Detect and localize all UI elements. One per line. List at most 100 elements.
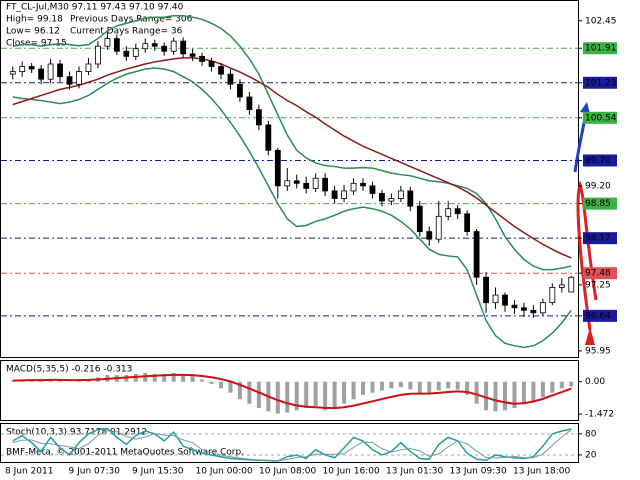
candle-body bbox=[558, 284, 565, 288]
macd-bar bbox=[493, 381, 498, 412]
y-tick-label: 101.91 bbox=[585, 44, 617, 54]
macd-bar bbox=[247, 381, 252, 404]
macd-bar bbox=[162, 373, 167, 382]
level-label-box bbox=[583, 42, 617, 55]
macd-bar bbox=[361, 381, 365, 395]
candle-body bbox=[568, 276, 575, 293]
stoch-panel-frame bbox=[0, 423, 579, 463]
candle-body bbox=[85, 63, 92, 72]
macd-bar bbox=[408, 381, 413, 390]
candle-body bbox=[539, 302, 546, 314]
candle-body bbox=[95, 45, 101, 65]
candle-body bbox=[47, 63, 54, 80]
candle-body bbox=[322, 177, 329, 192]
candle-body bbox=[189, 53, 196, 57]
candle-body bbox=[549, 287, 556, 304]
level-label-box bbox=[583, 111, 617, 124]
x-tick-label: 13 Jun 18:00 bbox=[513, 467, 570, 477]
overlay-line bbox=[12, 57, 572, 259]
macd-bar bbox=[427, 381, 432, 394]
macd-bar bbox=[521, 381, 526, 404]
candle-body bbox=[151, 43, 158, 47]
macd-bar bbox=[540, 381, 545, 398]
info-text: High= 99.18 bbox=[6, 15, 63, 25]
macd-bar bbox=[256, 381, 261, 409]
macd-bar bbox=[398, 381, 403, 388]
macd-bar bbox=[190, 376, 195, 382]
info-text: Close= 97.15 bbox=[6, 39, 67, 49]
macd-bar bbox=[559, 381, 564, 389]
candle-body bbox=[113, 38, 120, 52]
macd-bar bbox=[436, 381, 441, 391]
x-tick-label: 10 Jun 16:00 bbox=[323, 467, 380, 477]
macd-bar bbox=[58, 380, 63, 382]
info-text: Previous Days Range= 306 bbox=[70, 15, 193, 25]
y-tick-label: 99.20 bbox=[585, 181, 611, 191]
x-tick-label: 9 Jun 07:30 bbox=[69, 467, 121, 477]
y-tick-label: 97.48 bbox=[585, 269, 611, 279]
candle-body bbox=[360, 182, 366, 187]
blue-arrowhead bbox=[580, 102, 590, 114]
candle-body bbox=[38, 68, 45, 80]
candle-body bbox=[331, 190, 338, 199]
candle-body bbox=[303, 182, 310, 189]
y-tick-label: 100.54 bbox=[585, 113, 617, 123]
candle-body bbox=[255, 109, 262, 126]
macd-bar bbox=[474, 381, 479, 404]
candle-body bbox=[369, 185, 376, 194]
macd-bar bbox=[332, 381, 337, 409]
x-tick-label: 13 Jun 09:30 bbox=[450, 467, 507, 477]
candle-body bbox=[483, 276, 489, 304]
macd-bar bbox=[304, 381, 309, 409]
macd-bar bbox=[465, 381, 470, 395]
stoch-title: Stoch(10,3,3) 93.7178 91.2912 bbox=[6, 428, 147, 438]
candle-body bbox=[237, 83, 243, 98]
candle-body bbox=[426, 231, 433, 240]
macd-bar bbox=[143, 372, 148, 382]
candle-body bbox=[530, 309, 537, 314]
x-tick-label: 9 Jun 15:30 bbox=[132, 467, 184, 477]
main-panel-frame bbox=[0, 0, 579, 358]
macd-bar bbox=[531, 381, 536, 402]
macd-bar bbox=[209, 381, 214, 384]
candle-body bbox=[454, 208, 461, 215]
candle-body bbox=[445, 208, 452, 217]
macd-bar bbox=[219, 381, 223, 389]
candle-body bbox=[341, 190, 347, 199]
info-text: Current Days Range= 36 bbox=[70, 27, 183, 37]
macd-panel-frame bbox=[0, 360, 579, 421]
candle-body bbox=[104, 38, 111, 47]
x-tick-label: 13 Jun 01:30 bbox=[386, 467, 443, 477]
chart-title: FT_CL-Jul,M30 97.11 97.43 97.10 97.40 bbox=[6, 3, 184, 13]
macd-bar bbox=[503, 381, 507, 411]
y-tick-label: 98.17 bbox=[585, 234, 611, 244]
macd-bar bbox=[10, 380, 15, 382]
y-tick-label: 80 bbox=[585, 429, 597, 439]
macd-bar bbox=[294, 381, 299, 411]
macd-bar bbox=[275, 381, 280, 414]
candle-body bbox=[293, 180, 300, 184]
y-tick-label: 97.25 bbox=[585, 280, 611, 290]
level-label-box bbox=[583, 154, 617, 167]
macd-bar bbox=[512, 381, 517, 409]
candle-body bbox=[180, 40, 187, 55]
macd-bar bbox=[351, 381, 356, 400]
y-tick-label: 0.00 bbox=[585, 377, 605, 387]
macd-bar bbox=[181, 375, 186, 382]
candle-body bbox=[312, 177, 319, 189]
overlay-line bbox=[12, 14, 572, 271]
macd-bar bbox=[313, 381, 318, 406]
candle-body bbox=[416, 205, 423, 232]
candle-body bbox=[435, 215, 442, 240]
candle-body bbox=[199, 55, 205, 62]
candle-body bbox=[170, 40, 177, 52]
candle-body bbox=[66, 76, 73, 85]
x-tick-label: 10 Jun 08:00 bbox=[259, 467, 316, 477]
macd-bar bbox=[228, 381, 233, 393]
stoch-line bbox=[12, 429, 572, 462]
macd-bar bbox=[152, 373, 157, 382]
candle-body bbox=[227, 73, 234, 85]
macd-bar bbox=[379, 381, 384, 391]
